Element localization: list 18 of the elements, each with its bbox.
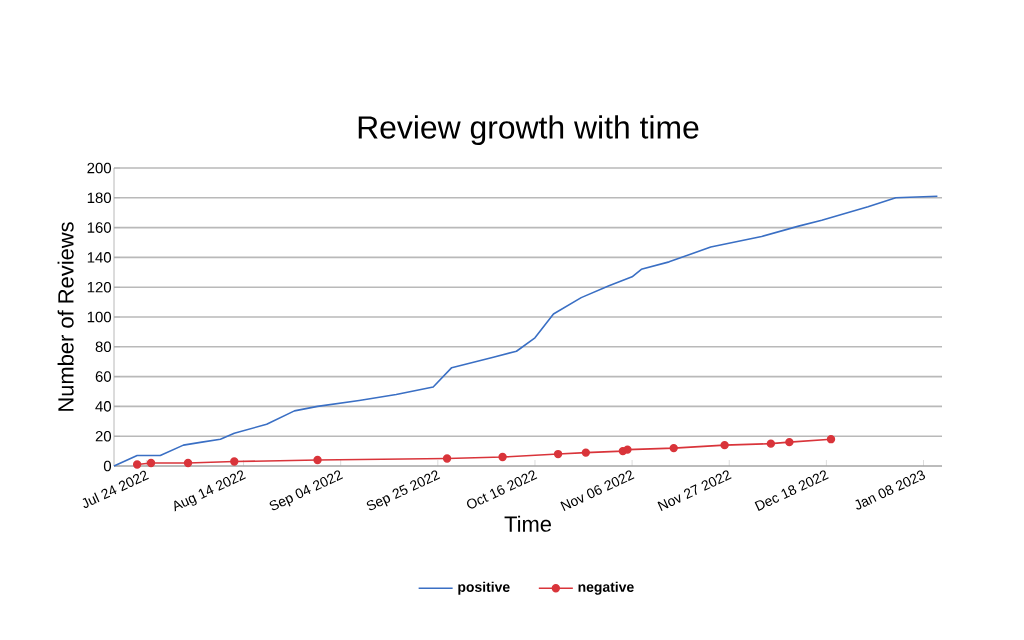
- point: [498, 452, 507, 462]
- x-axis-title: Time: [504, 515, 551, 532]
- point: [230, 457, 239, 466]
- point: [132, 460, 142, 469]
- point: [146, 458, 156, 468]
- point: [720, 440, 729, 450]
- point: [581, 448, 591, 457]
- point: [766, 439, 776, 448]
- point: [669, 443, 678, 453]
- chart-title: Review growth with time: [358, 115, 699, 146]
- point: [623, 445, 632, 454]
- point: [826, 434, 836, 444]
- point: [183, 458, 193, 468]
- point: [785, 437, 794, 447]
- point: [553, 449, 563, 459]
- point: [313, 455, 322, 465]
- y-axis-title: Number of Reviews: [57, 222, 74, 411]
- point: [442, 454, 452, 463]
